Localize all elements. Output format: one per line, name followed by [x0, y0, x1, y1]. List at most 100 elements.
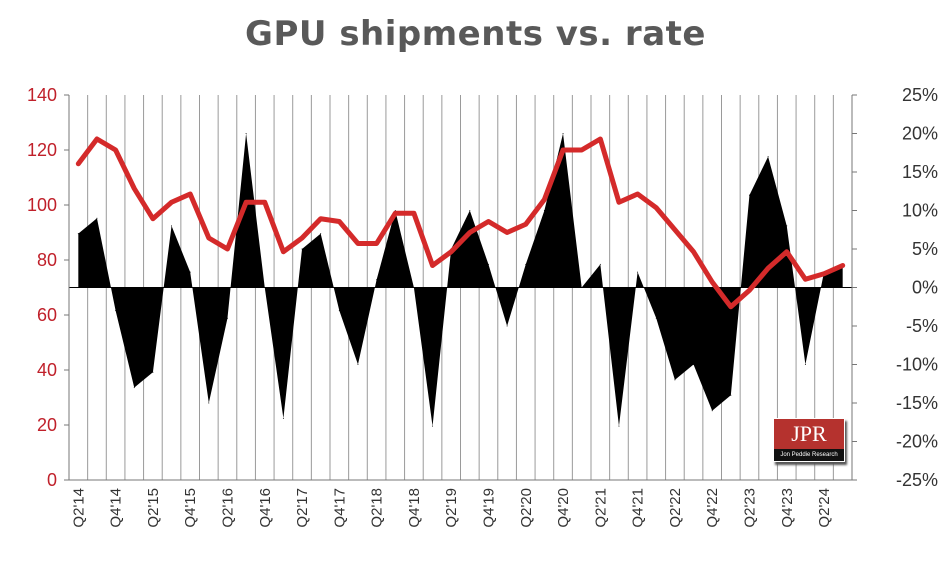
line-point [375, 242, 378, 245]
x-tick-label: Q2'18 [369, 488, 386, 528]
line-point [319, 217, 322, 220]
line-point [748, 289, 751, 292]
area-point [376, 279, 378, 281]
right-tick-label: 25% [902, 85, 938, 105]
x-tick-label: Q2'23 [741, 488, 758, 528]
area-point [748, 194, 750, 196]
area-point [432, 425, 434, 427]
line-point [524, 223, 527, 226]
line-point [506, 231, 509, 234]
x-tick-label: Q4'15 [182, 488, 199, 528]
line-point [767, 267, 770, 270]
area-point [245, 133, 247, 134]
line-point [450, 250, 453, 253]
line-point [636, 193, 639, 195]
left-axis-ticks: 0 20 40 60 80 100 120 140 [27, 85, 69, 490]
area-point [301, 248, 303, 250]
area-point [208, 402, 210, 404]
x-tick-label: Q2'14 [70, 488, 87, 528]
line-point [189, 193, 192, 195]
area-point [413, 287, 415, 288]
left-tick-label: 40 [37, 360, 57, 380]
line-point [580, 149, 583, 151]
line-point [263, 201, 266, 204]
line-point [692, 250, 695, 253]
line-point [655, 206, 658, 209]
area-shipments-change [78, 133, 843, 427]
area-point [618, 425, 620, 427]
area-point [96, 217, 98, 219]
x-tick-label: Q4'23 [779, 488, 796, 528]
x-tick-label: Q4'19 [480, 488, 497, 528]
right-tick-label: -25% [896, 470, 938, 490]
area-point [133, 387, 135, 389]
right-tick-label: -10% [896, 355, 938, 375]
x-tick-label: Q2'15 [145, 488, 162, 528]
line-point [841, 264, 844, 267]
x-tick-label: Q4'14 [108, 488, 125, 528]
area-point [487, 263, 489, 265]
line-point [338, 220, 341, 223]
x-tick-label: Q4'21 [630, 488, 647, 528]
x-tick-label: Q4'17 [331, 488, 348, 528]
line-series [75, 136, 846, 310]
area-point [655, 317, 657, 319]
line-point [301, 237, 304, 239]
area-point [226, 317, 228, 319]
area-point [525, 263, 527, 265]
area-point [506, 325, 508, 327]
chart-title: GPU shipments vs. rate [245, 14, 706, 54]
area-point [637, 271, 639, 273]
area-point [581, 287, 583, 288]
line-point [468, 231, 471, 234]
area-point [786, 225, 788, 227]
right-tick-label: 5% [912, 239, 938, 259]
line-point [673, 228, 676, 231]
line-point [543, 198, 546, 201]
area-point [711, 410, 713, 412]
area-series [69, 133, 852, 427]
line-point [170, 201, 173, 204]
left-tick-label: 80 [37, 250, 57, 270]
jpr-logo: JPR Jon Peddie Research [773, 418, 845, 462]
area-point [152, 371, 154, 373]
left-tick-label: 120 [27, 140, 57, 160]
area-point [804, 364, 806, 365]
x-tick-label: Q2'21 [592, 488, 609, 528]
left-tick-label: 100 [27, 195, 57, 215]
area-point [357, 364, 359, 365]
right-tick-label: 20% [902, 124, 938, 144]
area-point [115, 310, 117, 312]
left-tick-label: 140 [27, 85, 57, 105]
right-axis-ticks: -25% -20% -15% -10% -5% 0% 5% 10% 15% 20% 25% [852, 85, 938, 490]
area-point [320, 233, 322, 235]
left-tick-label: 0 [47, 470, 57, 490]
x-tick-label: Q2'22 [667, 488, 684, 528]
line-point [823, 272, 826, 275]
line-point [562, 149, 565, 151]
x-tick-label: Q4'22 [704, 488, 721, 528]
right-tick-label: 10% [902, 201, 938, 221]
area-point [469, 210, 471, 211]
x-tick-label: Q4'16 [257, 488, 274, 528]
x-tick-label: Q4'20 [555, 488, 572, 528]
right-tick-label: -5% [906, 316, 938, 336]
area-point [599, 263, 601, 265]
line-point [599, 138, 602, 140]
line-point [77, 162, 80, 165]
line-point [226, 248, 229, 250]
line-point [133, 187, 136, 190]
area-point [730, 394, 732, 396]
left-tick-label: 60 [37, 305, 57, 325]
right-tick-label: -20% [896, 432, 938, 452]
right-tick-label: -15% [896, 393, 938, 413]
area-point [264, 287, 266, 288]
logo-sub-text: Jon Peddie Research [774, 449, 844, 461]
x-tick-label: Q2'24 [816, 488, 833, 528]
x-tick-label: Q2'17 [294, 488, 311, 528]
area-point [767, 156, 769, 158]
line-point [95, 138, 98, 140]
line-point [282, 250, 285, 253]
left-tick-label: 20 [37, 415, 57, 435]
area-point [338, 310, 340, 312]
